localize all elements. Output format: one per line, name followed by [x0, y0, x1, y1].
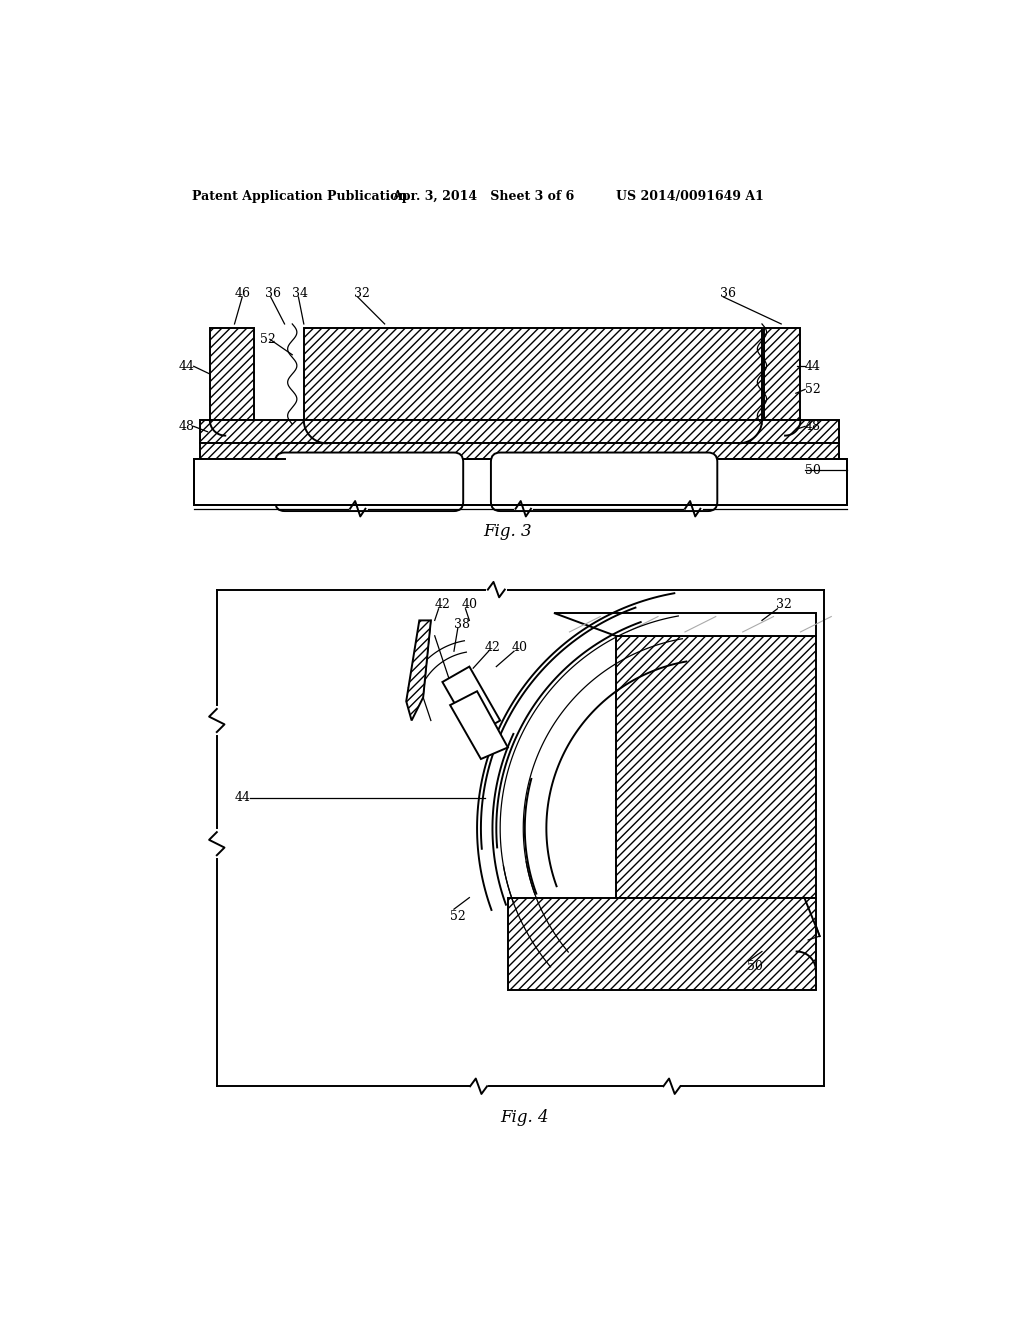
Text: 44: 44 — [234, 791, 251, 804]
Text: Fig. 4: Fig. 4 — [501, 1109, 549, 1126]
Text: 52: 52 — [805, 383, 821, 396]
Text: 42: 42 — [435, 598, 451, 611]
Text: 46: 46 — [234, 286, 251, 300]
Text: 40: 40 — [462, 598, 477, 611]
Bar — [200, 444, 839, 459]
Text: 42: 42 — [484, 640, 501, 653]
Text: Fig. 3: Fig. 3 — [483, 523, 532, 540]
Text: Apr. 3, 2014   Sheet 3 of 6: Apr. 3, 2014 Sheet 3 of 6 — [392, 190, 574, 203]
Text: 44: 44 — [178, 360, 195, 372]
Bar — [304, 327, 762, 420]
Text: 36: 36 — [265, 286, 282, 300]
Bar — [200, 420, 839, 444]
Text: 48: 48 — [178, 420, 195, 433]
Text: US 2014/0091649 A1: US 2014/0091649 A1 — [615, 190, 764, 203]
Bar — [304, 327, 762, 420]
Text: 48: 48 — [805, 420, 821, 433]
Text: 50: 50 — [746, 961, 763, 973]
Text: 34: 34 — [292, 286, 308, 300]
Bar — [615, 636, 816, 898]
Polygon shape — [554, 612, 816, 636]
FancyBboxPatch shape — [275, 453, 463, 511]
Text: 38: 38 — [454, 618, 470, 631]
Bar — [764, 327, 801, 420]
Bar — [615, 636, 816, 898]
Text: 50: 50 — [805, 463, 821, 477]
Bar — [200, 420, 839, 444]
FancyBboxPatch shape — [490, 453, 717, 511]
Text: 52: 52 — [451, 911, 466, 924]
Text: 40: 40 — [512, 640, 527, 653]
Text: 52: 52 — [260, 333, 275, 346]
Polygon shape — [407, 620, 431, 721]
Bar — [508, 898, 816, 990]
Bar — [508, 898, 816, 990]
Text: 36: 36 — [720, 286, 735, 300]
Text: 32: 32 — [354, 286, 370, 300]
Text: 44: 44 — [805, 360, 821, 372]
Bar — [210, 327, 254, 420]
Text: Patent Application Publication: Patent Application Publication — [193, 190, 408, 203]
Polygon shape — [442, 667, 500, 737]
Polygon shape — [451, 692, 508, 759]
Bar — [764, 327, 801, 420]
Bar — [195, 459, 285, 506]
Bar — [210, 327, 254, 420]
Text: 32: 32 — [776, 598, 792, 611]
Bar — [195, 459, 847, 506]
Bar — [200, 444, 839, 459]
